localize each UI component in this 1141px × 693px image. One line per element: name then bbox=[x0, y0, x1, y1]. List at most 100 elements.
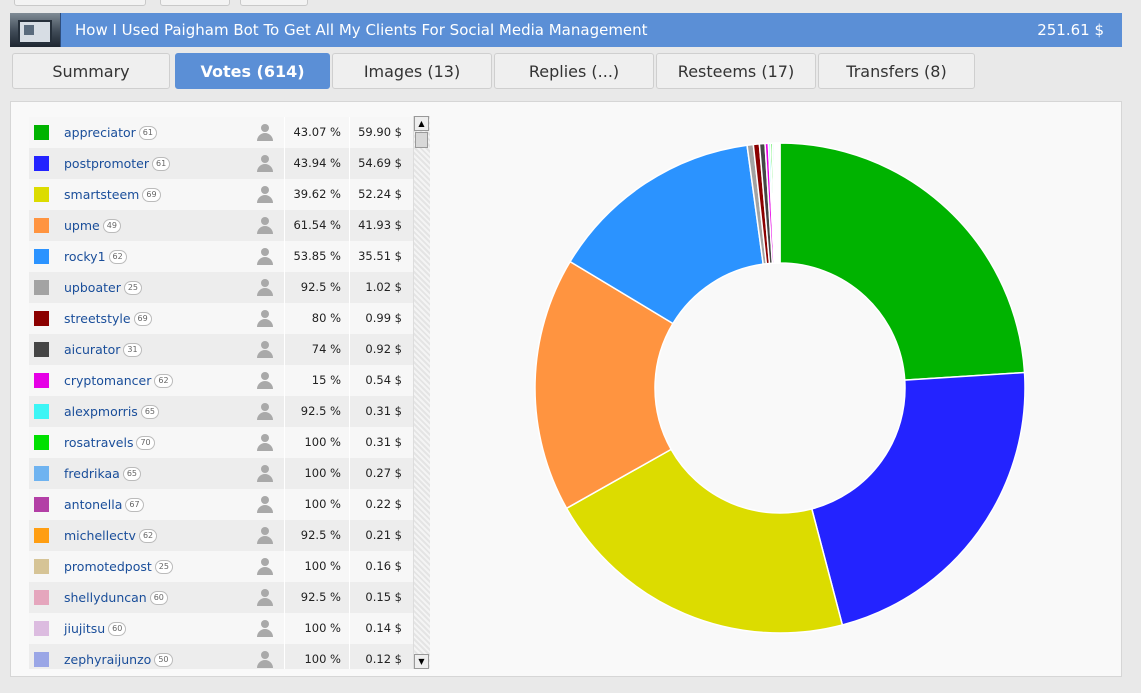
vote-value: 35.51 $ bbox=[349, 241, 402, 272]
user-icon[interactable] bbox=[257, 248, 273, 265]
user-icon[interactable] bbox=[257, 527, 273, 544]
donut-slice-zephyraijunzo[interactable] bbox=[778, 142, 781, 264]
scroll-up-button[interactable]: ▲ bbox=[414, 116, 429, 131]
vote-value: 54.69 $ bbox=[349, 148, 402, 179]
voter-name[interactable]: upboater bbox=[64, 280, 121, 295]
voter-name[interactable]: michellectv bbox=[64, 528, 136, 543]
vote-value: 0.15 $ bbox=[349, 582, 402, 613]
voter-name[interactable]: aicurator bbox=[64, 342, 121, 357]
vote-value: 52.24 $ bbox=[349, 179, 402, 210]
vote-percent: 100 % bbox=[284, 458, 341, 489]
voter-row[interactable]: appreciator 61 43.07 % 59.90 $ bbox=[29, 117, 421, 148]
user-icon[interactable] bbox=[257, 279, 273, 296]
donut-slice-smartsteem[interactable] bbox=[565, 448, 844, 634]
user-icon[interactable] bbox=[257, 124, 273, 141]
voter-name[interactable]: promotedpost bbox=[64, 559, 152, 574]
voter-name[interactable]: upme bbox=[64, 218, 100, 233]
voter-row[interactable]: upboater 25 92.5 % 1.02 $ bbox=[29, 272, 421, 303]
user-icon[interactable] bbox=[257, 465, 273, 482]
voter-row[interactable]: jiujitsu 60 100 % 0.14 $ bbox=[29, 613, 421, 644]
voter-color-swatch bbox=[34, 559, 49, 574]
voter-row[interactable]: michellectv 62 92.5 % 0.21 $ bbox=[29, 520, 421, 551]
vote-value: 0.16 $ bbox=[349, 551, 402, 582]
user-icon[interactable] bbox=[257, 372, 273, 389]
vote-percent: 53.85 % bbox=[284, 241, 341, 272]
user-icon[interactable] bbox=[257, 434, 273, 451]
user-icon[interactable] bbox=[257, 155, 273, 172]
vote-percent: 100 % bbox=[284, 427, 341, 458]
ghost-tab[interactable] bbox=[14, 0, 146, 6]
voter-row[interactable]: fredrikaa 65 100 % 0.27 $ bbox=[29, 458, 421, 489]
voter-name[interactable]: antonella bbox=[64, 497, 123, 512]
voter-row[interactable]: aicurator 31 74 % 0.92 $ bbox=[29, 334, 421, 365]
tab-replies[interactable]: Replies (...) bbox=[494, 53, 654, 89]
voter-name[interactable]: streetstyle bbox=[64, 311, 131, 326]
voter-color-swatch bbox=[34, 652, 49, 667]
voter-list-scrollbar[interactable]: ▲ ▼ bbox=[413, 116, 430, 669]
voter-reputation-badge: 31 bbox=[123, 342, 142, 357]
voter-color-swatch bbox=[34, 125, 49, 140]
voter-name[interactable]: fredrikaa bbox=[64, 466, 120, 481]
vote-percent: 100 % bbox=[284, 613, 341, 644]
tab-summary[interactable]: Summary bbox=[12, 53, 170, 89]
scroll-thumb[interactable] bbox=[415, 132, 428, 148]
voter-name[interactable]: rosatravels bbox=[64, 435, 134, 450]
user-icon[interactable] bbox=[257, 589, 273, 606]
voter-name[interactable]: shellyduncan bbox=[64, 590, 147, 605]
voter-name[interactable]: alexpmorris bbox=[64, 404, 138, 419]
user-icon[interactable] bbox=[257, 310, 273, 327]
user-icon[interactable] bbox=[257, 496, 273, 513]
user-icon[interactable] bbox=[257, 186, 273, 203]
voter-row[interactable]: cryptomancer 62 15 % 0.54 $ bbox=[29, 365, 421, 396]
voter-row[interactable]: zephyraijunzo 50 100 % 0.12 $ bbox=[29, 644, 421, 669]
voter-row[interactable]: upme 49 61.54 % 41.93 $ bbox=[29, 210, 421, 241]
vote-value: 0.14 $ bbox=[349, 613, 402, 644]
scroll-down-button[interactable]: ▼ bbox=[414, 654, 429, 669]
tab-votes[interactable]: Votes (614) bbox=[175, 53, 330, 89]
user-icon[interactable] bbox=[257, 558, 273, 575]
voter-name[interactable]: zephyraijunzo bbox=[64, 652, 152, 667]
user-icon[interactable] bbox=[257, 651, 273, 668]
voter-row[interactable]: rosatravels 70 100 % 0.31 $ bbox=[29, 427, 421, 458]
donut-slice-rocky1[interactable] bbox=[569, 144, 765, 325]
vote-value: 0.54 $ bbox=[349, 365, 402, 396]
ghost-tab[interactable] bbox=[160, 0, 230, 6]
voter-name[interactable]: cryptomancer bbox=[64, 373, 152, 388]
user-icon[interactable] bbox=[257, 620, 273, 637]
voter-row[interactable]: promotedpost 25 100 % 0.16 $ bbox=[29, 551, 421, 582]
voter-row[interactable]: rocky1 62 53.85 % 35.51 $ bbox=[29, 241, 421, 272]
donut-slice-appreciator[interactable] bbox=[779, 142, 1026, 381]
tab-images[interactable]: Images (13) bbox=[332, 53, 492, 89]
voter-name[interactable]: postpromoter bbox=[64, 156, 149, 171]
tab-transfers[interactable]: Transfers (8) bbox=[818, 53, 975, 89]
tab-bar: Summary Votes (614) Images (13) Replies … bbox=[10, 53, 1122, 93]
vote-value: 0.22 $ bbox=[349, 489, 402, 520]
post-thumbnail[interactable] bbox=[10, 13, 61, 47]
voter-reputation-badge: 65 bbox=[140, 404, 159, 419]
user-icon[interactable] bbox=[257, 217, 273, 234]
user-icon[interactable] bbox=[257, 341, 273, 358]
voter-color-swatch bbox=[34, 249, 49, 264]
voter-name[interactable]: smartsteem bbox=[64, 187, 140, 202]
tab-resteems[interactable]: Resteems (17) bbox=[656, 53, 816, 89]
voter-row[interactable]: antonella 67 100 % 0.22 $ bbox=[29, 489, 421, 520]
voter-name[interactable]: rocky1 bbox=[64, 249, 106, 264]
voter-row[interactable]: smartsteem 69 39.62 % 52.24 $ bbox=[29, 179, 421, 210]
ghost-tab[interactable] bbox=[240, 0, 308, 6]
voter-reputation-badge: 61 bbox=[138, 125, 157, 140]
donut-slice-upme[interactable] bbox=[534, 260, 674, 510]
voter-reputation-badge: 60 bbox=[108, 621, 127, 636]
voter-row[interactable]: streetstyle 69 80 % 0.99 $ bbox=[29, 303, 421, 334]
voter-row[interactable]: shellyduncan 60 92.5 % 0.15 $ bbox=[29, 582, 421, 613]
post-title[interactable]: How I Used Paigham Bot To Get All My Cli… bbox=[75, 21, 648, 39]
voter-name[interactable]: appreciator bbox=[64, 125, 136, 140]
vote-value: 0.92 $ bbox=[349, 334, 402, 365]
voter-row[interactable]: alexpmorris 65 92.5 % 0.31 $ bbox=[29, 396, 421, 427]
voter-row[interactable]: postpromoter 61 43.94 % 54.69 $ bbox=[29, 148, 421, 179]
donut-slice-postpromoter[interactable] bbox=[810, 371, 1026, 626]
voter-reputation-badge: 62 bbox=[138, 528, 158, 543]
voter-reputation-badge: 62 bbox=[108, 249, 127, 264]
voter-name[interactable]: jiujitsu bbox=[64, 621, 106, 636]
user-icon[interactable] bbox=[257, 403, 273, 420]
vote-value: 0.99 $ bbox=[349, 303, 402, 334]
